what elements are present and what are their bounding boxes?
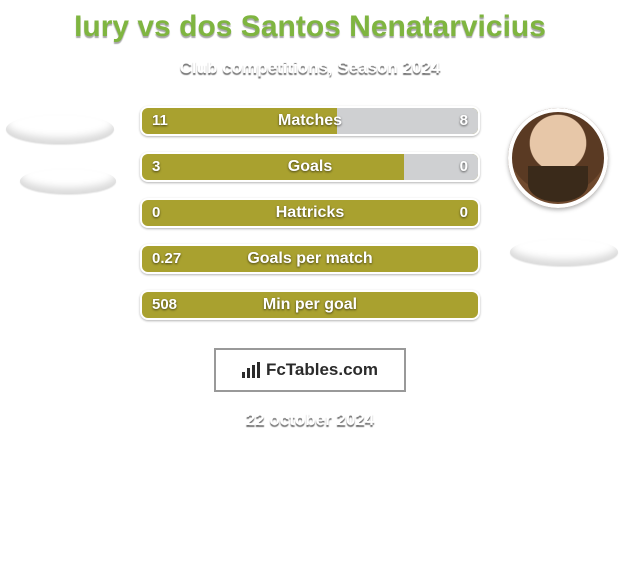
stat-row: 0 0Hattricks (140, 198, 480, 228)
stat-row: 0.27Goals per match (140, 244, 480, 274)
body-area: 118Matches30Goals00Hattricks0.27Goals pe… (0, 106, 620, 336)
stat-value-left: 3 (152, 154, 160, 180)
stat-value-left: 508 (152, 292, 177, 318)
brand-label: FcTables.com (266, 360, 378, 379)
decor-pill (6, 114, 114, 144)
stat-value-right: 0 (460, 200, 468, 226)
date-label: 22 october 2024 (0, 410, 620, 430)
stat-value-right: 8 (460, 108, 468, 134)
stat-bar-right (337, 108, 478, 134)
stat-value-right: 0 (460, 154, 468, 180)
comparison-card: Iury vs dos Santos Nenatarvicius Club co… (0, 0, 620, 450)
stat-row: 118Matches (140, 106, 480, 136)
decor-pill (510, 238, 618, 266)
left-player-column (0, 106, 120, 286)
brand-badge[interactable]: FcTables.com (214, 348, 406, 392)
stat-value-left: 11 (152, 108, 168, 134)
decor-pill (20, 168, 116, 194)
player-avatar (508, 108, 608, 208)
stat-label: Hattricks (142, 200, 478, 226)
stat-bars: 118Matches30Goals00Hattricks0.27Goals pe… (140, 106, 480, 336)
stat-label: Goals per match (142, 246, 478, 272)
bars-icon (242, 362, 262, 378)
right-player-column (500, 106, 620, 286)
stat-value-left: 0.27 (152, 246, 181, 272)
stat-row: 30Goals (140, 152, 480, 182)
stat-label: Min per goal (142, 292, 478, 318)
page-title: Iury vs dos Santos Nenatarvicius (0, 0, 620, 44)
stat-row: 508Min per goal (140, 290, 480, 320)
subtitle: Club competitions, Season 2024 (0, 58, 620, 78)
stat-value-left: 0 (152, 200, 160, 226)
